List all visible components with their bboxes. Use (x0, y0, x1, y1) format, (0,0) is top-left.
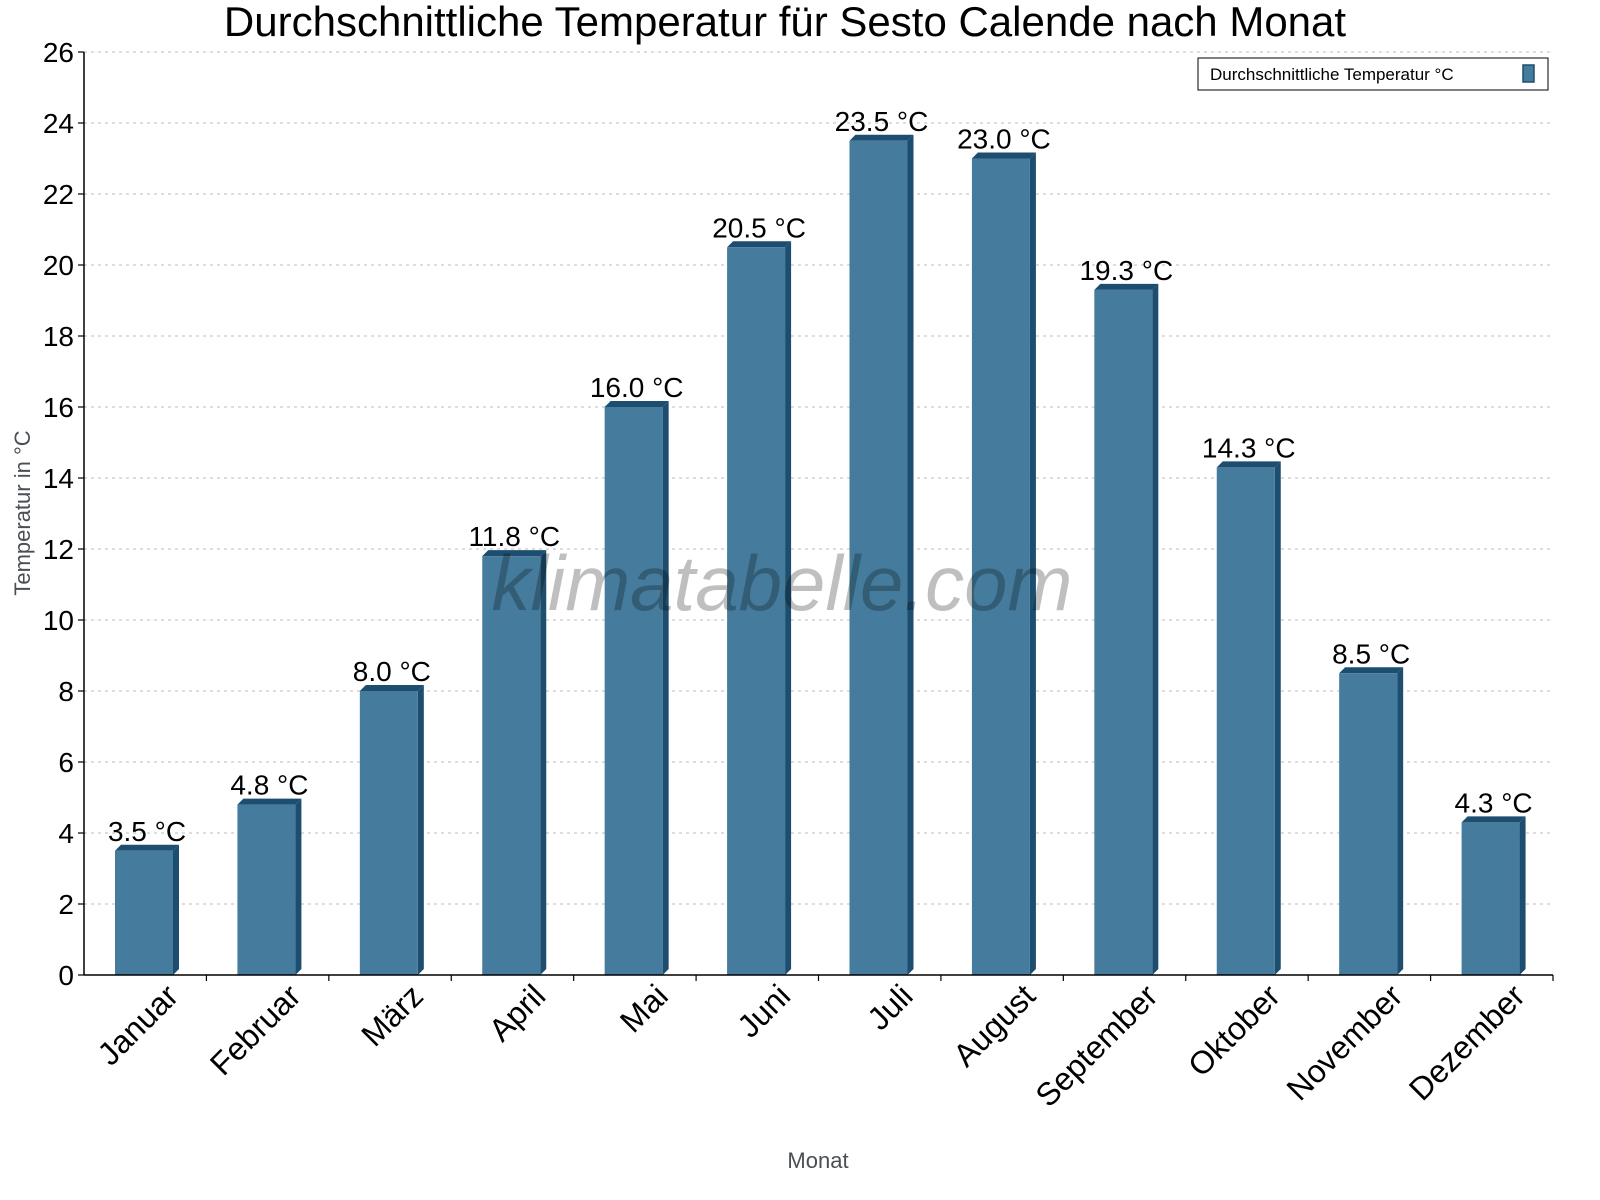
y-tick-label: 24 (43, 108, 74, 139)
bar (1094, 289, 1153, 976)
bar (604, 407, 663, 975)
y-tick-label: 2 (58, 889, 74, 920)
bar-side (1029, 152, 1036, 975)
x-tick-label: März (354, 977, 430, 1053)
y-tick-label: 10 (43, 605, 74, 636)
data-label: 14.3 °C (1202, 432, 1296, 463)
data-label: 16.0 °C (590, 372, 684, 403)
bar-side (1519, 816, 1526, 975)
x-tick-label: November (1279, 977, 1409, 1107)
bar (115, 850, 173, 975)
y-tick-label: 8 (58, 676, 74, 707)
bar-side (907, 134, 914, 975)
bar (1216, 467, 1275, 975)
bar (482, 556, 541, 975)
y-tick-label: 0 (58, 960, 74, 991)
bar-top (849, 134, 914, 141)
bar-side (295, 798, 302, 975)
data-label: 23.0 °C (957, 124, 1051, 155)
data-label: 20.5 °C (712, 212, 806, 243)
bar-side (785, 241, 792, 975)
bar-top (1339, 667, 1404, 674)
data-labels: 3.5 °C 4.8 °C 8.0 °C 11.8 °C 16.0 °C 20.5 °C 2… (108, 106, 1533, 847)
bar (237, 804, 296, 975)
watermark: klimatabelle.com (492, 539, 1073, 627)
bar-side (417, 685, 424, 975)
bar (359, 691, 418, 975)
y-axis-label: Temperatur in °C (10, 430, 35, 595)
bar-side (1397, 667, 1404, 975)
y-tick-label: 16 (43, 392, 74, 423)
bar-top (359, 685, 424, 691)
y-tick-label: 22 (43, 179, 74, 210)
data-label: 23.5 °C (835, 106, 929, 137)
legend: Durchschnittliche Temperatur °C (1197, 57, 1549, 91)
x-tick-label: Juni (730, 977, 797, 1044)
bar-side (540, 550, 547, 975)
bars (115, 134, 1526, 976)
bar-side (173, 844, 179, 975)
x-tick-label: August (946, 977, 1042, 1073)
x-tick-label: Oktober (1181, 977, 1287, 1083)
bar (849, 140, 908, 975)
legend-swatch (1522, 64, 1535, 83)
bar-top (727, 241, 792, 248)
legend-label: Durchschnittliche Temperatur °C (1210, 65, 1454, 84)
data-label: 8.5 °C (1332, 638, 1410, 669)
x-tick-label: Mai (613, 977, 675, 1039)
x-tick-label: Dezember (1402, 977, 1532, 1107)
x-tick-label: Januar (91, 977, 186, 1072)
y-tick-label: 12 (43, 534, 74, 565)
bar-top (604, 401, 669, 407)
y-tick-label: 14 (43, 463, 74, 494)
data-label: 4.8 °C (230, 770, 308, 801)
x-tick-label: Februar (203, 977, 308, 1082)
y-tick-label: 18 (43, 321, 74, 352)
data-label: 19.3 °C (1079, 255, 1173, 286)
bar-side (662, 401, 669, 975)
bar (1339, 673, 1398, 975)
data-label: 11.8 °C (468, 521, 560, 552)
x-axis-label: Monat (787, 1148, 848, 1173)
x-tick-label: September (1028, 977, 1164, 1113)
bar-side (1152, 283, 1159, 976)
chart-title: Durchschnittliche Temperatur für Sesto C… (224, 0, 1346, 45)
y-tick-label: 20 (43, 250, 74, 281)
bar (971, 158, 1030, 975)
bar (1461, 822, 1520, 975)
bar-top (237, 798, 302, 805)
bar-side (1274, 461, 1281, 976)
y-tick-label: 4 (58, 818, 74, 849)
bar-top (1461, 816, 1526, 823)
data-label: 8.0 °C (353, 656, 431, 687)
data-label: 3.5 °C (108, 816, 186, 847)
y-tick-label: 6 (58, 747, 74, 778)
data-label: 4.3 °C (1455, 787, 1533, 818)
bar-top (971, 152, 1036, 159)
bar-top (1094, 283, 1159, 290)
x-tick-label: April (482, 977, 553, 1048)
x-tick-label: Juli (860, 977, 919, 1036)
bar-top (115, 844, 179, 851)
bar-top (482, 550, 547, 557)
bar (727, 247, 786, 975)
bar-top (1216, 461, 1281, 468)
y-tick-label: 26 (43, 37, 74, 68)
